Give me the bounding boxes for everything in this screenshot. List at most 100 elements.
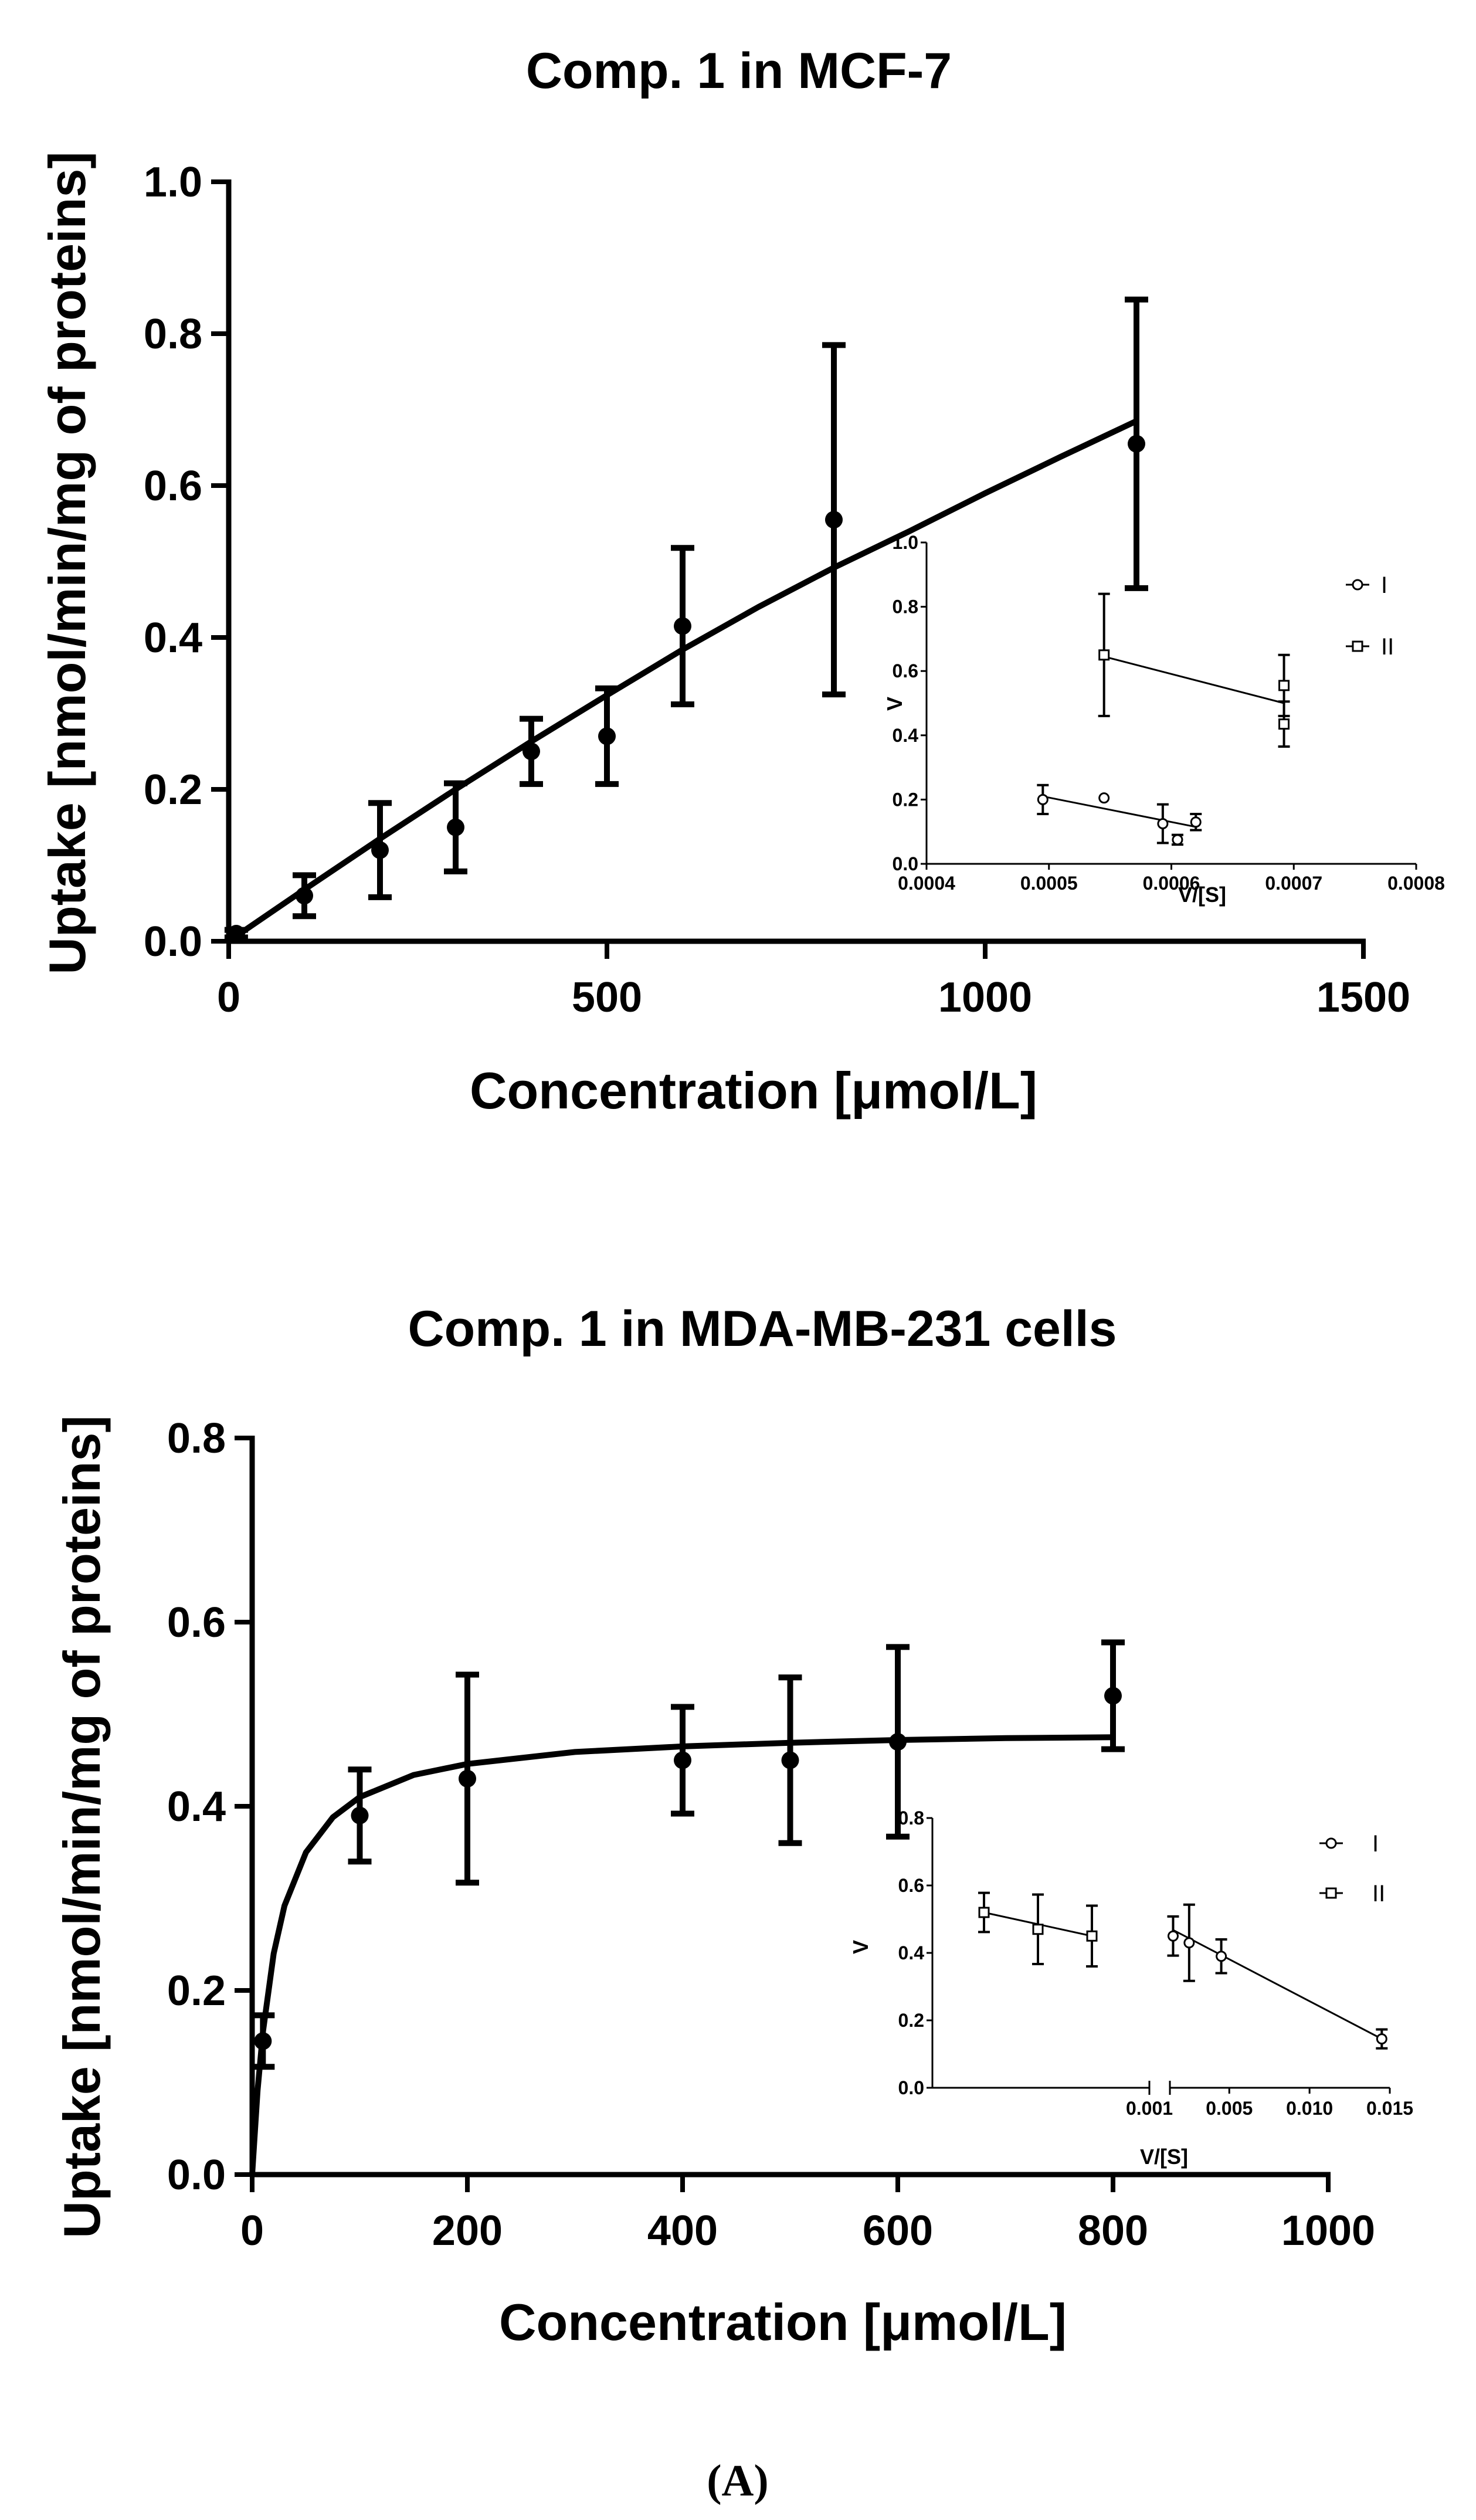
x-tick-label: 800 bbox=[1078, 2207, 1148, 2254]
chart-bottom-inset-ylabel: V bbox=[849, 1940, 873, 1954]
inset-point-square bbox=[1098, 649, 1110, 661]
chart-top: Comp. 1 in MCF-7 Uptake [nmol/min/mg of … bbox=[38, 43, 1445, 1120]
chart-top-ylabel: Uptake [nmol/min/mg of proteins] bbox=[38, 151, 96, 974]
chart-top-inset-legend: I II bbox=[1346, 572, 1394, 660]
data-point bbox=[674, 617, 691, 635]
chart-bottom-inset-xlabel: V/[S] bbox=[1140, 2145, 1188, 2169]
inset-y-tick-label: 0.8 bbox=[898, 1807, 924, 1829]
inset-y-tick-label: 0.2 bbox=[898, 2010, 924, 2031]
chart-top-inset-ylabel: V bbox=[883, 697, 907, 711]
legend-circle-marker bbox=[1325, 1837, 1337, 1849]
chart-top-title: Comp. 1 in MCF-7 bbox=[526, 43, 952, 99]
inset-point-circle bbox=[1167, 1930, 1179, 1942]
inset-y-tick-label: 0.4 bbox=[898, 1942, 925, 1963]
inset-y-tick-label: 0.0 bbox=[898, 2077, 924, 2098]
data-point bbox=[889, 1733, 907, 1751]
inset-fit-line bbox=[1104, 656, 1284, 704]
figure-caption: (A) bbox=[707, 2456, 769, 2505]
data-point bbox=[459, 1769, 476, 1788]
inset-y-tick-label: 0.8 bbox=[893, 596, 918, 618]
inset-x-tick-label: 0.015 bbox=[1366, 2098, 1413, 2119]
x-tick-label: 600 bbox=[863, 2207, 933, 2254]
chart-bottom-plot: 0.0 0.2 0.4 0.6 0.8 0 200 400 600 800 1000 bbox=[167, 1415, 1375, 2254]
inset-fit-line bbox=[1043, 795, 1196, 828]
y-tick-label: 0.0 bbox=[144, 918, 202, 965]
inset-y-tick-label: 0.2 bbox=[893, 789, 918, 810]
y-tick-label: 0.8 bbox=[167, 1415, 226, 1462]
inset-x-tick-label: 0.010 bbox=[1286, 2098, 1333, 2119]
inset-point-circle bbox=[1098, 792, 1110, 804]
data-point bbox=[227, 925, 245, 943]
inset-y-tick-label: 0.0 bbox=[893, 853, 918, 874]
data-point bbox=[371, 841, 389, 859]
inset-point-circle bbox=[1183, 1937, 1195, 1949]
data-point bbox=[522, 742, 540, 761]
y-tick-label: 0.6 bbox=[167, 1599, 226, 1646]
inset-fit-line bbox=[1172, 1929, 1383, 2040]
data-point bbox=[825, 511, 843, 529]
chart-top-plot: 0.0 0.2 0.4 0.6 0.8 1.0 0 500 1000 1500 bbox=[144, 159, 1410, 1021]
inset-x-tick-label: 0.0006 bbox=[1143, 873, 1200, 894]
y-tick-label: 1.0 bbox=[144, 159, 202, 206]
x-tick-label: 0 bbox=[217, 974, 240, 1021]
y-tick-label: 0.2 bbox=[167, 1968, 226, 2014]
inset-point-circle bbox=[1172, 834, 1183, 846]
inset-x-tick-label: 0.0005 bbox=[1020, 873, 1078, 894]
y-tick-label: 0.2 bbox=[144, 766, 202, 813]
inset-x-tick-label: 0.0007 bbox=[1265, 873, 1322, 894]
inset-x-tick-label: 0.0008 bbox=[1387, 873, 1445, 894]
x-tick-label: 0 bbox=[240, 2207, 264, 2254]
inset-y-tick-label: 0.6 bbox=[893, 660, 918, 681]
fit-curve bbox=[249, 1734, 1114, 2175]
x-tick-label: 1000 bbox=[1281, 2207, 1375, 2254]
data-point bbox=[598, 727, 616, 745]
data-point bbox=[1128, 435, 1145, 453]
chart-bottom-inset-legend: I II bbox=[1319, 1831, 1385, 1907]
y-tick-label: 0.6 bbox=[144, 463, 202, 510]
chart-bottom-ylabel: Uptake [nmol/min/mg of proteins] bbox=[53, 1415, 111, 2238]
inset-point-circle bbox=[1376, 2033, 1387, 2045]
legend-square-marker bbox=[1325, 1887, 1337, 1899]
inset-point-square bbox=[1278, 718, 1290, 730]
chart-top-xlabel: Concentration [μmol/L] bbox=[470, 1061, 1037, 1120]
inset-point-circle bbox=[1190, 816, 1202, 828]
data-point bbox=[781, 1751, 799, 1769]
inset-point-square bbox=[1086, 1930, 1098, 1942]
legend-label-ii: II bbox=[1372, 1881, 1385, 1907]
inset-point-square bbox=[1032, 1924, 1044, 1935]
inset-point-square bbox=[1278, 680, 1290, 691]
y-tick-label: 0.0 bbox=[167, 2152, 226, 2199]
data-point bbox=[254, 2032, 272, 2050]
y-tick-label: 0.4 bbox=[144, 615, 202, 662]
x-tick-label: 1500 bbox=[1316, 974, 1410, 1021]
inset-y-tick-label: 1.0 bbox=[893, 532, 918, 553]
inset-y-tick-label: 0.4 bbox=[893, 725, 919, 746]
y-tick-label: 0.8 bbox=[144, 311, 202, 358]
legend-square-marker bbox=[1352, 640, 1363, 652]
inset-x-tick-label: 0.0004 bbox=[898, 873, 955, 894]
x-tick-label: 1000 bbox=[938, 974, 1032, 1021]
inset-x-tick-label: 0.005 bbox=[1206, 2098, 1253, 2119]
chart-bottom-inset: V V/[S] I II 0.0 0.2 0.4 0.6 0.8 0.001 0.005 0.… bbox=[849, 1807, 1413, 2169]
data-point bbox=[674, 1751, 691, 1769]
legend-circle-marker bbox=[1352, 579, 1363, 591]
chart-top-inset: V V/[S] I II 0.0 0.2 0.4 0.6 0.8 1.0 0.0004 0.0… bbox=[883, 532, 1445, 907]
chart-bottom-title: Comp. 1 in MDA-MB-231 cells bbox=[408, 1301, 1117, 1357]
data-point bbox=[1104, 1687, 1122, 1705]
inset-point-circle bbox=[1216, 1951, 1227, 1962]
x-tick-label: 500 bbox=[572, 974, 642, 1021]
x-tick-label: 400 bbox=[647, 2207, 718, 2254]
data-point bbox=[351, 1806, 369, 1824]
chart-top-inset-xlabel: V/[S] bbox=[1178, 883, 1226, 907]
inset-y-tick-label: 0.6 bbox=[898, 1875, 924, 1896]
inset-point-square bbox=[978, 1907, 990, 1918]
chart-bottom-xlabel: Concentration [μmol/L] bbox=[499, 2293, 1067, 2351]
inset-point-circle bbox=[1037, 793, 1049, 805]
y-tick-label: 0.4 bbox=[167, 1783, 226, 1830]
data-point bbox=[296, 887, 313, 905]
inset-x-tick-label: 0.001 bbox=[1126, 2098, 1173, 2119]
data-point bbox=[447, 818, 464, 836]
legend-label-i: I bbox=[1381, 572, 1387, 598]
